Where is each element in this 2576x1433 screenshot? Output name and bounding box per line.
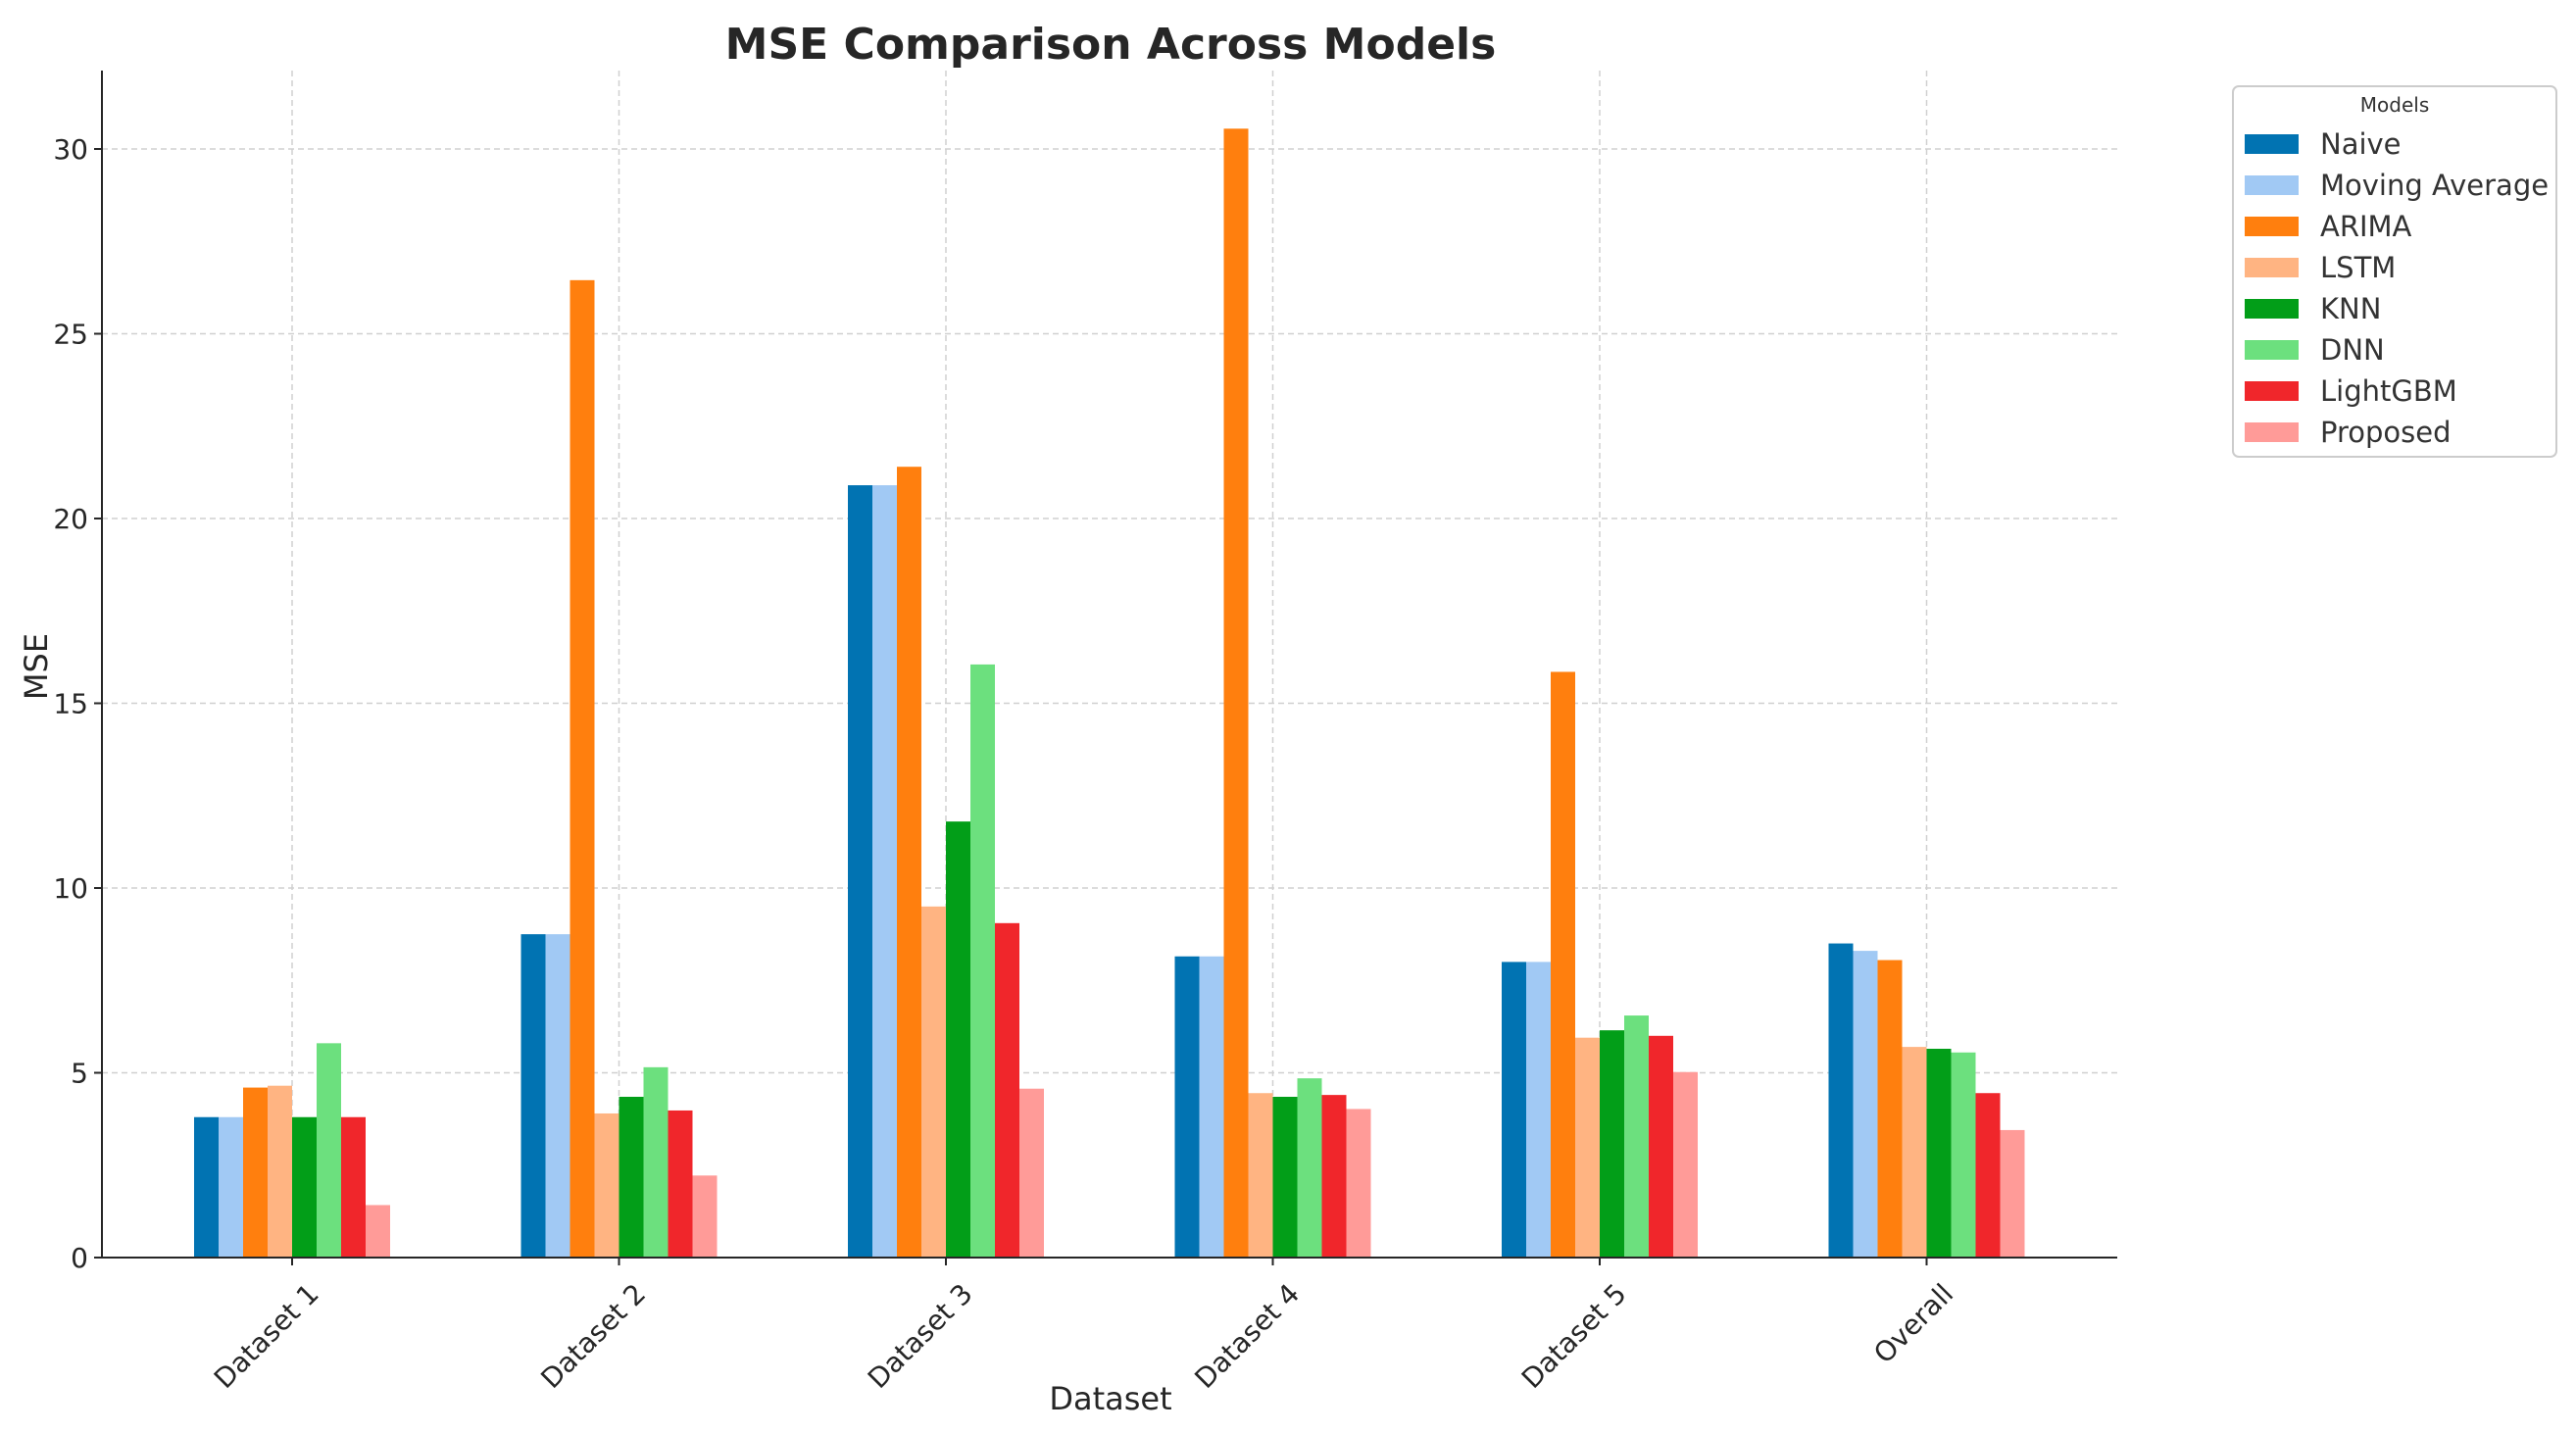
legend-swatch [2245,299,2299,319]
bar [1248,1093,1273,1258]
bar [921,906,946,1258]
y-tick-label: 30 [53,133,88,166]
y-tick-label: 25 [53,319,88,351]
bar [243,1087,268,1258]
legend-swatch [2245,175,2299,195]
x-ticks: Dataset 1 Dataset 2 Dataset 3 Dataset 4 Data… [208,1258,1959,1395]
gridlines [102,71,2117,1258]
bar [1551,671,1575,1258]
bar [341,1116,366,1258]
legend-frame [2232,85,2557,458]
bar [1828,943,1854,1258]
bars [194,128,2025,1259]
y-tick-label: 0 [71,1242,88,1274]
bar [520,934,546,1258]
x-tick-label: Overall [1867,1277,1959,1369]
bar [1975,1093,2001,1258]
bar [545,934,570,1258]
legend-label: ARIMA [2320,210,2412,243]
legend-swatch [2245,340,2299,360]
bar [1649,1035,1673,1258]
bar [194,1116,219,1258]
legend-label: Naive [2320,127,2402,161]
bar [594,1112,619,1258]
bar [1673,1071,1698,1258]
x-tick-label: Dataset 2 [534,1277,652,1395]
y-axis-label: MSE [18,633,55,700]
bar [1902,1047,1927,1258]
bar [692,1175,718,1258]
bar [570,279,595,1259]
y-ticks: 0 5 10 15 20 25 30 [53,133,102,1274]
bar [1853,951,1878,1258]
bar [1297,1078,1322,1258]
bar [1624,1015,1649,1258]
legend-label: LightGBM [2320,374,2457,408]
bar [1272,1097,1298,1258]
legend-label: KNN [2320,292,2381,325]
x-tick-label: Dataset 4 [1188,1277,1306,1395]
x-tick-label: Dataset 1 [208,1277,325,1395]
bar [1575,1037,1600,1258]
bar [1174,956,1200,1258]
bar [643,1066,669,1258]
legend-swatch [2245,381,2299,401]
legend-swatch [2245,134,2299,154]
legend-label: Proposed [2320,416,2452,449]
bar [848,485,872,1258]
legend-swatch [2245,217,2299,236]
legend-swatch [2245,258,2299,277]
bar [619,1097,644,1258]
y-tick-label: 10 [53,872,88,905]
chart-title: MSE Comparison Across Models [725,20,1497,70]
bar [995,922,1019,1258]
x-tick-label: Dataset 5 [1515,1277,1633,1395]
legend-items: Naive Moving Average ARIMA LSTM KNN DNN LightG… [2245,127,2549,449]
bar [1526,962,1551,1258]
bar [970,664,995,1258]
y-tick-label: 15 [53,688,88,720]
legend: Models Naive Moving Average ARIMA LSTM KNN DN… [2232,85,2557,458]
legend-swatch [2245,422,2299,442]
legend-label: DNN [2320,333,2385,367]
bar [1019,1088,1044,1258]
legend-title: Models [2360,93,2429,117]
bar [1951,1052,1976,1258]
legend-label: LSTM [2320,251,2396,284]
bar [2000,1129,2025,1258]
bar [1502,962,1526,1258]
bar [1223,128,1249,1258]
bar [317,1043,341,1258]
x-tick-label: Dataset 3 [862,1277,979,1395]
bar [1877,960,1903,1258]
legend-label: Moving Average [2320,169,2549,202]
axes [101,71,2117,1259]
bar [668,1110,693,1258]
bar [268,1085,292,1258]
bar [946,821,970,1258]
bar [1321,1095,1347,1258]
y-tick-label: 20 [53,503,88,535]
bar [1346,1109,1371,1258]
bar [897,467,921,1259]
y-tick-label: 5 [71,1058,88,1090]
bar [1199,956,1224,1258]
x-axis-label: Dataset [1049,1380,1171,1417]
bar [219,1116,243,1258]
bar [292,1116,317,1258]
bar [1926,1048,1952,1258]
bar [366,1205,390,1258]
bar [1600,1030,1624,1258]
bar [872,485,897,1258]
